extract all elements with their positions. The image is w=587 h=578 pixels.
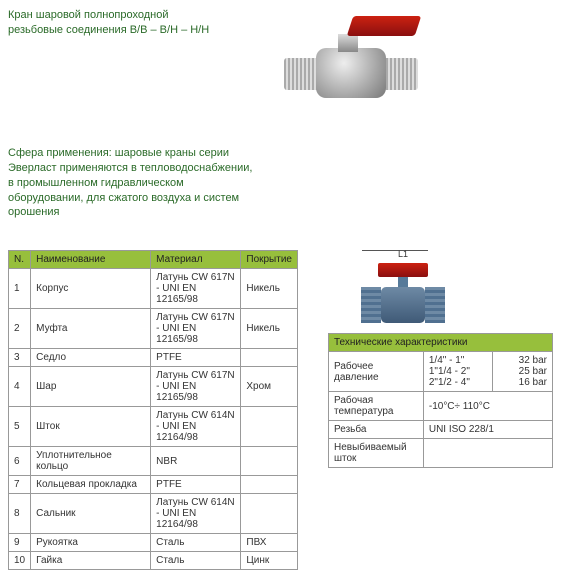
table-row: Невыбиваемый шток (329, 439, 553, 468)
table-cell: Шар (31, 367, 151, 407)
specs-table: Технические характеристики Рабочее давле… (328, 333, 553, 468)
table-cell: Цинк (241, 552, 298, 570)
title-line2: резьбовые соединения В/В – В/Н – Н/Н (8, 23, 258, 38)
table-cell: NBR (151, 447, 241, 476)
table-row: 1КорпусЛатунь CW 617N - UNI EN 12165/98Н… (9, 269, 298, 309)
table-cell: 6 (9, 447, 31, 476)
diagram-handle (378, 263, 428, 277)
table-cell (241, 447, 298, 476)
materials-header-n: N. (9, 251, 31, 269)
description-text: Сфера применения: шаровые краны серии Эв… (8, 146, 258, 220)
table-cell: Гайка (31, 552, 151, 570)
table-cell: 9 (9, 534, 31, 552)
spec-key: Резьба (329, 421, 424, 439)
table-row: 2МуфтаЛатунь CW 617N - UNI EN 12165/98Ни… (9, 309, 298, 349)
table-cell: PTFE (151, 349, 241, 367)
title-block: Кран шаровой полнопроходной резьбовые со… (8, 8, 258, 128)
valve-handle (347, 16, 421, 36)
table-row: 5ШтокЛатунь CW 614N - UNI EN 12164/98 (9, 407, 298, 447)
table-row: Рабочая температура-10°C÷ 110°C (329, 392, 553, 421)
materials-header-material: Материал (151, 251, 241, 269)
spec-value: UNI ISO 228/1 (423, 421, 552, 439)
table-cell: 1 (9, 269, 31, 309)
spec-key: Невыбиваемый шток (329, 439, 424, 468)
table-cell: Корпус (31, 269, 151, 309)
table-row: РезьбаUNI ISO 228/1 (329, 421, 553, 439)
table-cell: Латунь CW 617N - UNI EN 12165/98 (151, 269, 241, 309)
table-cell: 7 (9, 476, 31, 494)
spec-value: 32 bar 25 bar 16 bar (493, 352, 553, 392)
table-row: 6Уплотнительное кольцоNBR (9, 447, 298, 476)
table-cell (241, 494, 298, 534)
table-row: 3СедлоPTFE (9, 349, 298, 367)
materials-table: N. Наименование Материал Покрытие 1Корпу… (8, 250, 298, 570)
table-cell: Сталь (151, 534, 241, 552)
spec-value (423, 439, 552, 468)
table-row: 8СальникЛатунь CW 614N - UNI EN 12164/98 (9, 494, 298, 534)
thread-left (284, 58, 320, 90)
spec-value: -10°C÷ 110°C (423, 392, 552, 421)
valve-stem (338, 34, 358, 52)
table-cell: Никель (241, 269, 298, 309)
table-cell: Муфта (31, 309, 151, 349)
table-cell: 5 (9, 407, 31, 447)
table-cell (241, 349, 298, 367)
diagram-end-right (425, 287, 445, 323)
valve-body (316, 48, 386, 98)
table-cell: Латунь CW 614N - UNI EN 12164/98 (151, 407, 241, 447)
table-cell: 4 (9, 367, 31, 407)
table-cell: 2 (9, 309, 31, 349)
spec-value: 1/4" - 1" 1"1/4 - 2" 2"1/2 - 4" (423, 352, 493, 392)
table-cell (241, 407, 298, 447)
table-cell (241, 476, 298, 494)
table-cell: Сальник (31, 494, 151, 534)
diagram-stem (398, 277, 408, 287)
table-cell: Уплотнительное кольцо (31, 447, 151, 476)
table-row: 7Кольцевая прокладкаPTFE (9, 476, 298, 494)
table-row: 9РукояткаСтальПВХ (9, 534, 298, 552)
thread-right (382, 58, 418, 90)
table-cell: Хром (241, 367, 298, 407)
specs-caption: Технические характеристики (329, 334, 553, 352)
table-cell: Латунь CW 617N - UNI EN 12165/98 (151, 367, 241, 407)
table-cell: Рукоятка (31, 534, 151, 552)
table-cell: ПВХ (241, 534, 298, 552)
diagram-label-l1: L1 (328, 249, 478, 259)
product-photo (278, 8, 428, 128)
table-cell: Шток (31, 407, 151, 447)
table-cell: 8 (9, 494, 31, 534)
table-cell: Кольцевая прокладка (31, 476, 151, 494)
table-cell: Седло (31, 349, 151, 367)
table-cell: 10 (9, 552, 31, 570)
spec-key: Рабочая температура (329, 392, 424, 421)
table-cell: Латунь CW 614N - UNI EN 12164/98 (151, 494, 241, 534)
materials-header-coating: Покрытие (241, 251, 298, 269)
dimension-diagram: L1 (328, 250, 478, 323)
table-cell: Латунь CW 617N - UNI EN 12165/98 (151, 309, 241, 349)
table-cell: Сталь (151, 552, 241, 570)
table-row: 10ГайкаСтальЦинк (9, 552, 298, 570)
table-cell: 3 (9, 349, 31, 367)
table-cell: PTFE (151, 476, 241, 494)
table-row: 4ШарЛатунь CW 617N - UNI EN 12165/98Хром (9, 367, 298, 407)
title-line1: Кран шаровой полнопроходной (8, 8, 258, 23)
spec-key: Рабочее давление (329, 352, 424, 392)
table-row: Рабочее давление1/4" - 1" 1"1/4 - 2" 2"1… (329, 352, 553, 392)
table-cell: Никель (241, 309, 298, 349)
diagram-end-left (361, 287, 381, 323)
materials-header-name: Наименование (31, 251, 151, 269)
